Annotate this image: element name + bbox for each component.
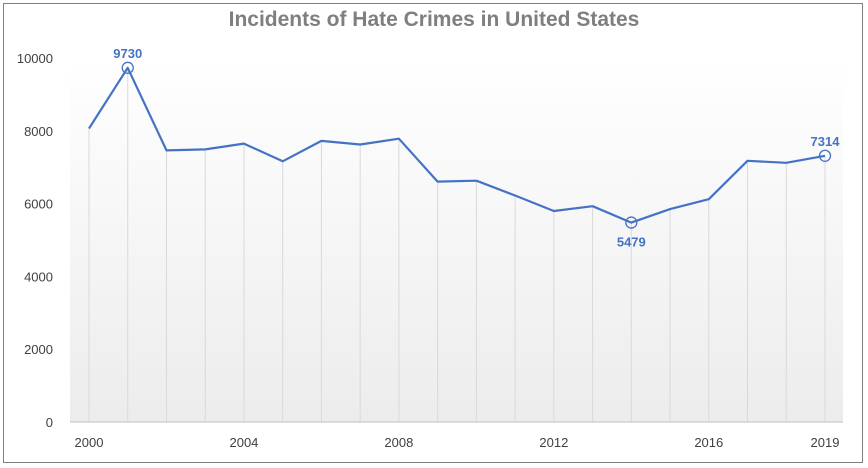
y-tick-label: 10000 xyxy=(17,51,53,66)
highlight-marker xyxy=(121,61,134,74)
y-tick-label: 0 xyxy=(46,415,53,430)
data-label: 9730 xyxy=(113,46,142,61)
x-tick-label: 2016 xyxy=(694,435,723,450)
y-tick-label: 8000 xyxy=(24,124,53,139)
chart-title: Incidents of Hate Crimes in United State… xyxy=(228,8,640,31)
data-label: 5479 xyxy=(617,235,646,250)
y-tick-label: 4000 xyxy=(24,269,53,284)
x-tick-label: 2008 xyxy=(384,435,413,450)
series-line xyxy=(88,66,826,224)
x-tick-label: 2012 xyxy=(539,435,568,450)
plot-area xyxy=(70,58,843,422)
x-tick-label: 2000 xyxy=(75,435,104,450)
x-tick-label: 2004 xyxy=(229,435,258,450)
y-tick-label: 2000 xyxy=(24,342,53,357)
y-tick-label: 6000 xyxy=(24,197,53,212)
x-tick-label: 2019 xyxy=(811,435,840,450)
data-label: 7314 xyxy=(811,134,841,149)
highlight-marker xyxy=(818,149,832,162)
highlight-marker xyxy=(625,216,638,229)
